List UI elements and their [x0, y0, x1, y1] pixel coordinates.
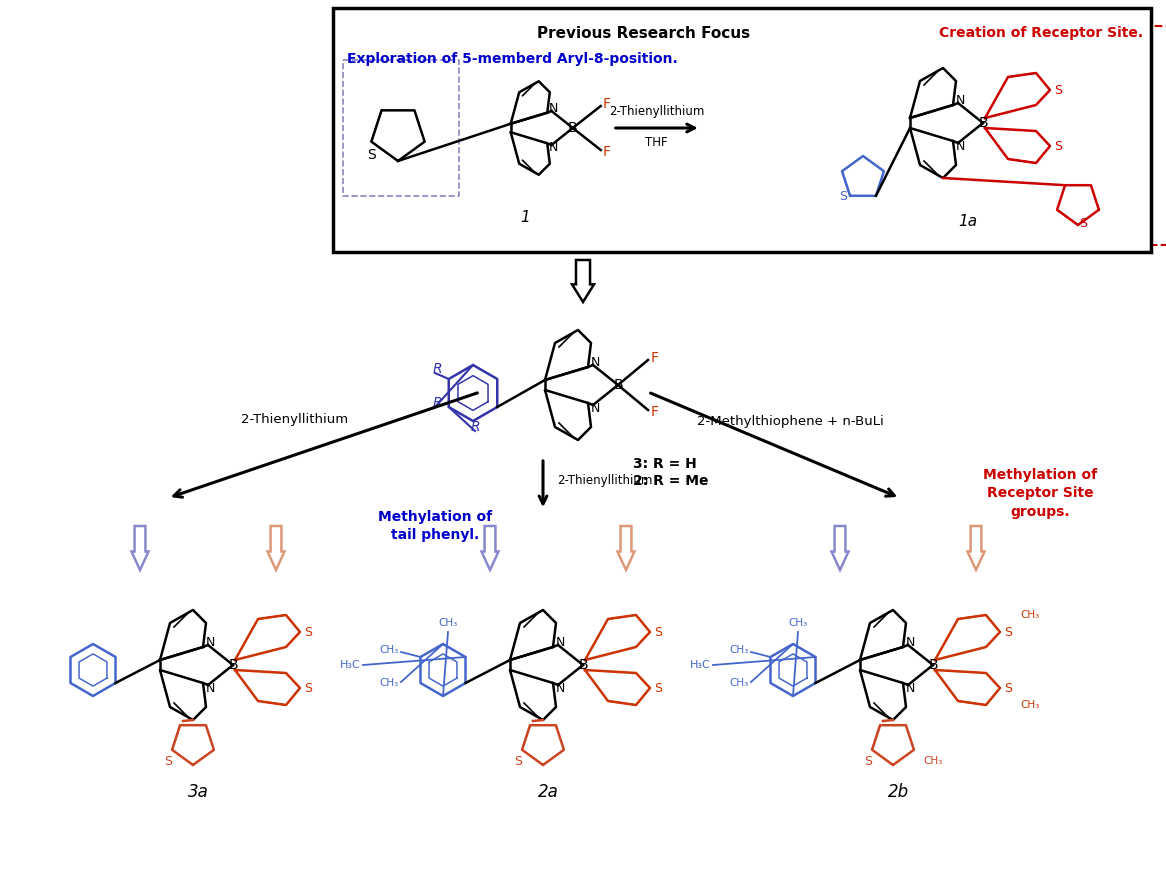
Text: S: S [654, 625, 662, 638]
Text: S: S [164, 754, 173, 767]
Text: B: B [568, 121, 577, 135]
Text: 2-Methylthiophene + n-BuLi: 2-Methylthiophene + n-BuLi [696, 415, 884, 428]
Text: N: N [590, 356, 599, 369]
FancyBboxPatch shape [343, 60, 459, 196]
Text: Exploration of 5-memberd Aryl-8-position.: Exploration of 5-memberd Aryl-8-position… [347, 52, 677, 66]
Text: CH₃: CH₃ [923, 756, 942, 766]
Text: H₃C: H₃C [690, 660, 711, 670]
Text: 3: R = H: 3: R = H [633, 457, 697, 471]
FancyBboxPatch shape [333, 8, 1151, 252]
Text: F: F [651, 351, 659, 365]
Text: R: R [470, 420, 480, 434]
Text: S: S [514, 754, 522, 767]
Text: S: S [304, 625, 312, 638]
Text: B: B [978, 116, 988, 130]
Text: S: S [304, 682, 312, 694]
Text: S: S [1079, 217, 1087, 230]
Text: S: S [1004, 625, 1012, 638]
Text: CH₃: CH₃ [380, 645, 399, 655]
Text: S: S [840, 190, 847, 203]
Text: N: N [548, 141, 557, 154]
Text: N: N [205, 636, 215, 649]
Text: THF: THF [646, 136, 668, 149]
Text: Previous Research Focus: Previous Research Focus [538, 26, 751, 41]
Text: CH₃: CH₃ [380, 678, 399, 688]
Text: F: F [651, 405, 659, 419]
Text: CH₃: CH₃ [730, 678, 749, 688]
Text: 2: R = Me: 2: R = Me [633, 474, 709, 488]
Text: N: N [905, 682, 914, 694]
Text: S: S [1054, 84, 1062, 97]
Text: S: S [1004, 682, 1012, 694]
Text: N: N [955, 93, 964, 106]
Text: 1: 1 [520, 210, 529, 225]
Text: N: N [555, 636, 564, 649]
Text: N: N [955, 140, 964, 153]
Text: S: S [367, 148, 377, 162]
Text: R: R [433, 396, 442, 410]
Text: N: N [905, 636, 914, 649]
Text: 1a: 1a [958, 214, 977, 229]
Text: Methylation of
Receptor Site
groups.: Methylation of Receptor Site groups. [983, 468, 1097, 519]
Text: Methylation of
tail phenyl.: Methylation of tail phenyl. [378, 510, 492, 542]
Text: 2-Thienyllithium: 2-Thienyllithium [241, 413, 349, 426]
Text: S: S [654, 682, 662, 694]
Text: CH₃: CH₃ [1020, 700, 1039, 710]
Text: B: B [578, 658, 588, 672]
Text: F: F [603, 97, 611, 111]
Text: Creation of Receptor Site.: Creation of Receptor Site. [939, 26, 1143, 40]
Text: 2-Thienyllithium: 2-Thienyllithium [609, 105, 704, 118]
Text: N: N [555, 682, 564, 694]
Text: N: N [590, 401, 599, 414]
Text: CH₃: CH₃ [788, 618, 808, 628]
Text: S: S [864, 754, 872, 767]
Text: CH₃: CH₃ [730, 645, 749, 655]
Text: F: F [603, 145, 611, 159]
Text: B: B [229, 658, 238, 672]
Text: 3a: 3a [188, 783, 209, 801]
Text: N: N [205, 682, 215, 694]
Text: S: S [1054, 140, 1062, 153]
Text: B: B [613, 378, 623, 392]
Text: CH₃: CH₃ [438, 618, 457, 628]
Text: CH₃: CH₃ [1020, 610, 1039, 620]
Text: H₃C: H₃C [340, 660, 361, 670]
Text: 2a: 2a [538, 783, 559, 801]
Text: 2-Thienyllithium: 2-Thienyllithium [557, 473, 652, 487]
Text: 2b: 2b [887, 783, 908, 801]
Text: N: N [548, 102, 557, 115]
Text: B: B [928, 658, 937, 672]
Text: R: R [433, 362, 442, 376]
FancyBboxPatch shape [989, 26, 1166, 245]
